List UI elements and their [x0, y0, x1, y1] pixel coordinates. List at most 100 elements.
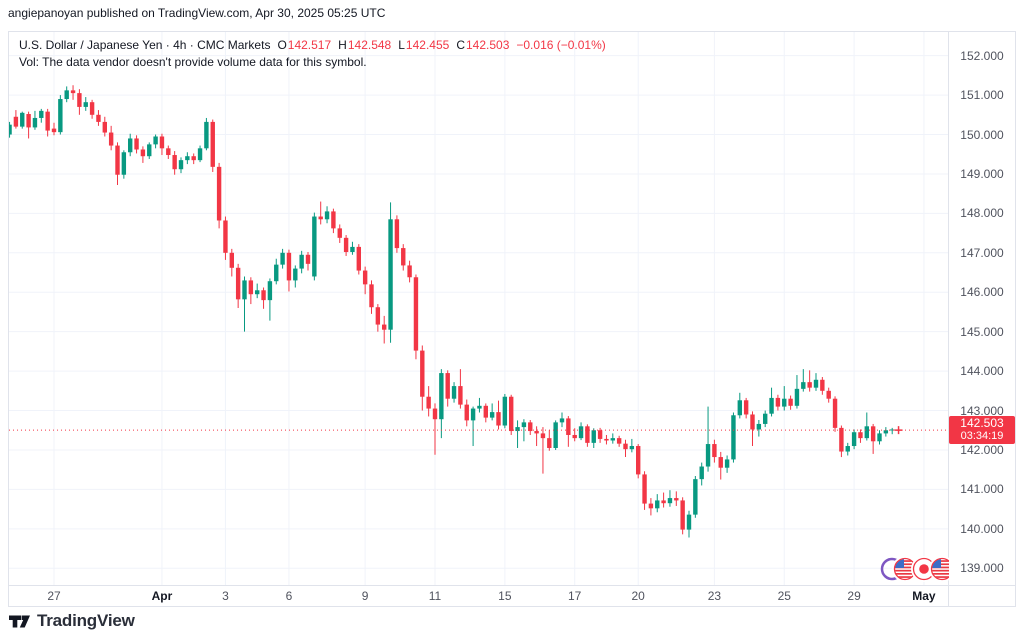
time-tick-label: May	[912, 589, 936, 603]
bar-countdown: 03:34:19	[960, 430, 1004, 443]
candle	[572, 428, 577, 442]
candle	[305, 252, 311, 271]
candle	[864, 412, 869, 441]
low-label: L	[398, 38, 405, 52]
candle	[96, 110, 101, 126]
candle	[528, 419, 533, 435]
candle	[134, 135, 139, 154]
price-tick-label: 144.000	[960, 364, 1004, 379]
candle	[616, 435, 622, 447]
candle	[464, 399, 469, 427]
time-axis[interactable]: 27 Apr 3 6 9 11 15 17 20 23 25 29 May	[9, 586, 1015, 606]
candle	[432, 403, 438, 455]
publish-byline: angiepanoyan published on TradingView.co…	[8, 6, 386, 20]
open-value: 142.517	[287, 38, 332, 52]
price-tick-label: 146.000	[960, 285, 1004, 300]
candle	[159, 133, 165, 156]
candle	[610, 433, 615, 444]
last-price-badge: 142.503 03:34:19	[949, 416, 1015, 445]
us-flag-icon	[929, 556, 949, 582]
candle	[70, 85, 76, 100]
candle	[115, 142, 120, 185]
price-scale[interactable]: 139.000 140.000 141.000 142.000 143.000 144.0…	[949, 32, 1015, 585]
candle	[9, 121, 12, 138]
price-tick-label: 145.000	[960, 324, 1004, 339]
candle	[661, 492, 666, 508]
time-tick-label: 20	[631, 589, 645, 603]
candle	[750, 411, 755, 447]
candle	[299, 250, 304, 274]
open-label: O	[277, 38, 287, 52]
time-tick-label: Apr	[151, 589, 173, 603]
candle	[369, 280, 374, 314]
chart-pane[interactable]: U.S. Dollar / Japanese Yen · 4h · CMC Ma…	[9, 32, 1015, 606]
candle	[737, 392, 742, 419]
price-tick-label: 148.000	[960, 206, 1004, 221]
candle	[255, 283, 260, 299]
candle	[502, 393, 508, 429]
candle	[324, 206, 330, 224]
candle	[547, 430, 552, 451]
candle	[140, 146, 146, 163]
candle	[293, 265, 298, 288]
candle	[858, 429, 863, 443]
candle	[451, 382, 457, 403]
candle	[839, 425, 844, 458]
candle	[274, 258, 279, 285]
candle	[261, 287, 266, 309]
candle	[216, 162, 222, 229]
price-tick-label: 150.000	[960, 127, 1004, 142]
candle	[705, 406, 711, 472]
candle	[280, 248, 285, 269]
candle	[128, 133, 133, 157]
tradingview-footer[interactable]: TradingView	[8, 611, 135, 631]
price-tick-label: 151.000	[960, 88, 1004, 103]
candle	[591, 428, 596, 448]
candle	[458, 369, 463, 409]
high-label: H	[338, 38, 347, 52]
candle	[566, 416, 571, 447]
time-tick-label: 17	[568, 589, 582, 603]
candle	[13, 110, 19, 129]
candle	[521, 419, 527, 442]
candle	[229, 248, 234, 277]
candle	[877, 430, 882, 445]
candle	[718, 451, 723, 480]
last-price-cross	[894, 426, 903, 435]
event-flag-bubbles[interactable]	[871, 551, 949, 587]
candle	[350, 241, 355, 255]
candle	[45, 108, 50, 137]
time-tick-label: 9	[361, 589, 369, 603]
candle	[826, 387, 831, 403]
candle	[312, 212, 317, 281]
candle	[426, 386, 431, 417]
candle	[553, 420, 558, 450]
candle	[712, 439, 717, 463]
candle	[845, 442, 850, 456]
candle	[540, 427, 546, 474]
candle	[655, 494, 660, 513]
candle	[674, 491, 679, 506]
candle	[58, 95, 63, 135]
candlestick-plot[interactable]	[9, 32, 949, 586]
time-tick-label: 15	[498, 589, 512, 603]
candle	[331, 208, 336, 234]
tradingview-brand-text: TradingView	[37, 611, 135, 630]
candle	[832, 396, 838, 432]
candle	[807, 370, 812, 392]
close-value: 142.503	[465, 38, 510, 52]
candle	[667, 490, 673, 507]
candle	[851, 429, 857, 450]
candle	[147, 142, 152, 159]
candle	[26, 111, 31, 139]
candle	[604, 434, 609, 445]
candle	[763, 410, 768, 428]
candle	[420, 345, 425, 411]
candle	[77, 89, 82, 115]
time-tick-label: 23	[707, 589, 722, 603]
symbol-legend: U.S. Dollar / Japanese Yen · 4h · CMC Ma…	[19, 37, 606, 54]
candle	[375, 304, 381, 332]
candle	[204, 117, 209, 151]
us-flag-icon	[892, 556, 918, 582]
